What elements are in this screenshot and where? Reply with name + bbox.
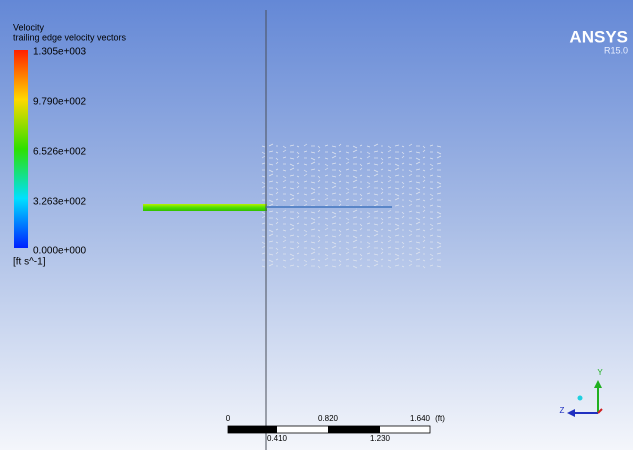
legend-label: 9.790e+002 [33, 97, 87, 108]
scale-label: 1.230 [370, 434, 391, 443]
y-axis-label: Y [597, 368, 603, 377]
scale-unit: (ft) [435, 414, 445, 423]
legend-subtitle: trailing edge velocity vectors [13, 32, 127, 42]
legend-units: [ft s^-1] [13, 257, 46, 268]
velocity-jet [143, 204, 267, 211]
scale-label: 0.410 [267, 434, 288, 443]
viewer: Velocity trailing edge velocity vectors … [0, 0, 633, 450]
scale-segment [328, 426, 380, 433]
legend-title: Velocity [13, 22, 45, 32]
background [0, 0, 633, 450]
legend-label: 6.526e+002 [33, 147, 87, 158]
scale-label: 0.820 [318, 414, 339, 423]
view-dot [578, 396, 583, 401]
z-axis-label: Z [560, 406, 565, 415]
scale-segment [228, 426, 277, 433]
color-bar [14, 50, 28, 248]
legend-label: 0.000e+000 [33, 246, 87, 257]
legend-label: 1.305e+003 [33, 47, 87, 58]
legend-label: 3.263e+002 [33, 197, 87, 208]
scale-label: 0 [226, 414, 231, 423]
logo-version: R15.0 [604, 45, 628, 55]
scale-label: 1.640 [410, 414, 431, 423]
logo: ANSYS [569, 27, 628, 46]
